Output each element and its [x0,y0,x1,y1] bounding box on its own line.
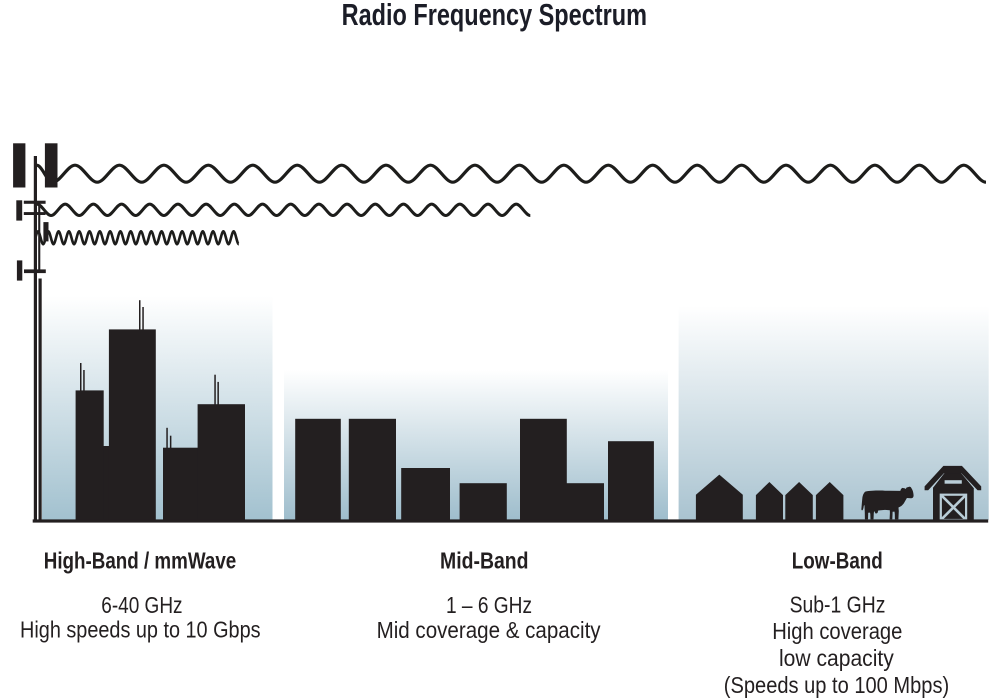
svg-text:Mid-Band: Mid-Band [440,548,529,574]
svg-text:Radio Frequency Spectrum: Radio Frequency Spectrum [342,0,647,32]
svg-text:Low-Band: Low-Band [792,548,883,574]
svg-text:6-40 GHz: 6-40 GHz [101,592,182,618]
svg-text:(Speeds up to 100 Mbps): (Speeds up to 100 Mbps) [724,672,949,698]
svg-text:Mid coverage & capacity: Mid coverage & capacity [377,617,601,643]
svg-text:High coverage: High coverage [772,618,902,644]
svg-text:High speeds up to 10 Gbps: High speeds up to 10 Gbps [20,617,261,643]
svg-text:1 – 6 GHz: 1 – 6 GHz [446,592,532,618]
svg-text:High-Band / mmWave: High-Band / mmWave [44,548,237,574]
svg-text:low capacity: low capacity [779,645,894,671]
svg-text:Sub-1 GHz: Sub-1 GHz [790,591,886,617]
